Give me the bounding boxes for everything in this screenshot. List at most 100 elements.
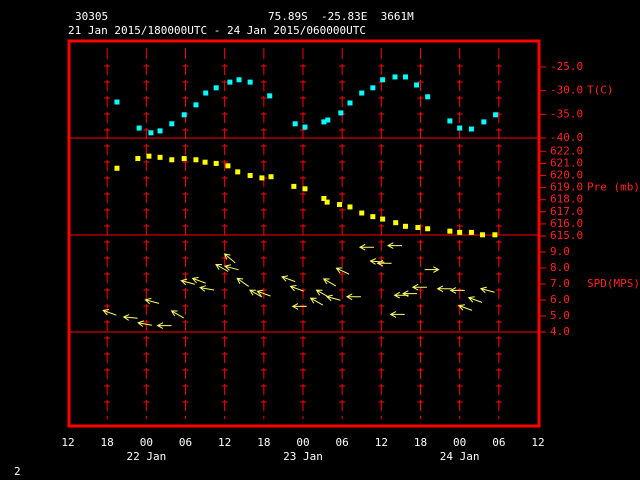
x-tick-label: 18 [101, 436, 114, 449]
data-point [135, 156, 141, 162]
data-point [193, 157, 199, 163]
data-point [480, 232, 486, 238]
x-tick-label: 12 [61, 436, 74, 449]
data-point [146, 153, 152, 159]
station-id: 30305 [75, 10, 108, 23]
data-point [157, 154, 163, 160]
data-point [148, 130, 154, 136]
wind-arrow [376, 259, 392, 267]
data-point [259, 175, 265, 181]
data-point [337, 202, 343, 208]
data-point [415, 225, 421, 231]
data-point [447, 228, 453, 234]
data-point [393, 220, 399, 226]
wind-arrow [389, 311, 405, 318]
data-point [157, 128, 163, 134]
wind-arrow [215, 263, 229, 272]
y-tick-label: -25.0 [550, 60, 583, 73]
day-label: 22 Jan [126, 450, 166, 463]
y-tick-label: 622.0 [550, 144, 583, 157]
x-tick-label: 00 [453, 436, 466, 449]
wind-arrow [322, 278, 337, 287]
station-location: 75.89S -25.83E 3661M [268, 10, 414, 23]
data-point [425, 226, 431, 232]
wind-arrow [170, 310, 184, 319]
data-point [392, 74, 398, 80]
wind-arrow [345, 293, 361, 301]
wind-arrow [386, 242, 403, 249]
wind-arrow [156, 322, 172, 329]
data-point [169, 157, 175, 163]
data-point [447, 118, 453, 124]
data-point [213, 160, 219, 166]
x-tick-label: 12 [375, 436, 388, 449]
data-point [347, 204, 353, 210]
x-tick-label: 12 [218, 436, 231, 449]
data-point [291, 183, 297, 189]
y-tick-label: 615.0 [550, 229, 583, 242]
wind-arrow [102, 309, 117, 316]
data-point [321, 119, 327, 125]
data-point [247, 173, 253, 179]
data-point [370, 214, 376, 220]
data-point [302, 124, 308, 130]
day-label: 23 Jan [283, 450, 323, 463]
data-point [203, 90, 209, 96]
y-tick-label: 4.0 [550, 325, 570, 338]
wind-arrow [325, 294, 341, 302]
data-point [292, 121, 298, 127]
y-tick-label: 617.0 [550, 205, 583, 218]
data-point [181, 112, 187, 118]
x-tick-label: 18 [257, 436, 270, 449]
wind-arrow [369, 258, 385, 265]
y-tick-label: 619.0 [550, 181, 583, 194]
data-point [225, 163, 231, 169]
data-point [321, 195, 327, 201]
y-tick-label: 9.0 [550, 245, 570, 258]
data-point [202, 159, 208, 165]
data-point [169, 121, 175, 127]
y-tick-label: 618.0 [550, 193, 583, 206]
data-point [457, 229, 463, 235]
wind-arrow [315, 289, 329, 298]
y-tick-label: 620.0 [550, 169, 583, 182]
day-label: 24 Jan [440, 450, 480, 463]
data-point [181, 156, 187, 162]
x-tick-label: 06 [336, 436, 349, 449]
wind-arrow [358, 243, 374, 251]
y-tick-label: 8.0 [550, 261, 570, 274]
wind-arrow [137, 320, 153, 327]
y-tick-label: 5.0 [550, 309, 570, 322]
x-tick-label: 12 [531, 436, 544, 449]
axis-label: SPD(MPS) [587, 277, 640, 290]
wind-arrow [467, 296, 483, 303]
axis-label: T(C) [587, 84, 614, 97]
wind-arrow [449, 287, 465, 294]
data-point [492, 232, 498, 238]
wind-arrow [289, 285, 304, 292]
data-point [425, 94, 431, 100]
x-tick-label: 00 [296, 436, 309, 449]
data-point [380, 216, 386, 222]
x-tick-label: 18 [414, 436, 427, 449]
data-point [370, 85, 376, 91]
wind-arrow [199, 285, 215, 292]
data-point [213, 85, 219, 91]
data-point [325, 117, 331, 123]
data-point [359, 210, 365, 216]
wind-arrow [122, 314, 138, 321]
wind-arrow [424, 266, 440, 273]
wind-arrow [335, 267, 350, 275]
wind-arrow [436, 285, 452, 293]
wind-arrow [249, 289, 263, 298]
wind-arrow [223, 253, 236, 264]
corner-label: 2 [14, 465, 21, 478]
data-point [136, 125, 142, 131]
wind-arrow [411, 283, 427, 291]
data-point [227, 79, 233, 85]
data-point [468, 126, 474, 132]
x-tick-label: 06 [492, 436, 505, 449]
wind-arrow [191, 277, 206, 284]
data-point [302, 186, 308, 192]
